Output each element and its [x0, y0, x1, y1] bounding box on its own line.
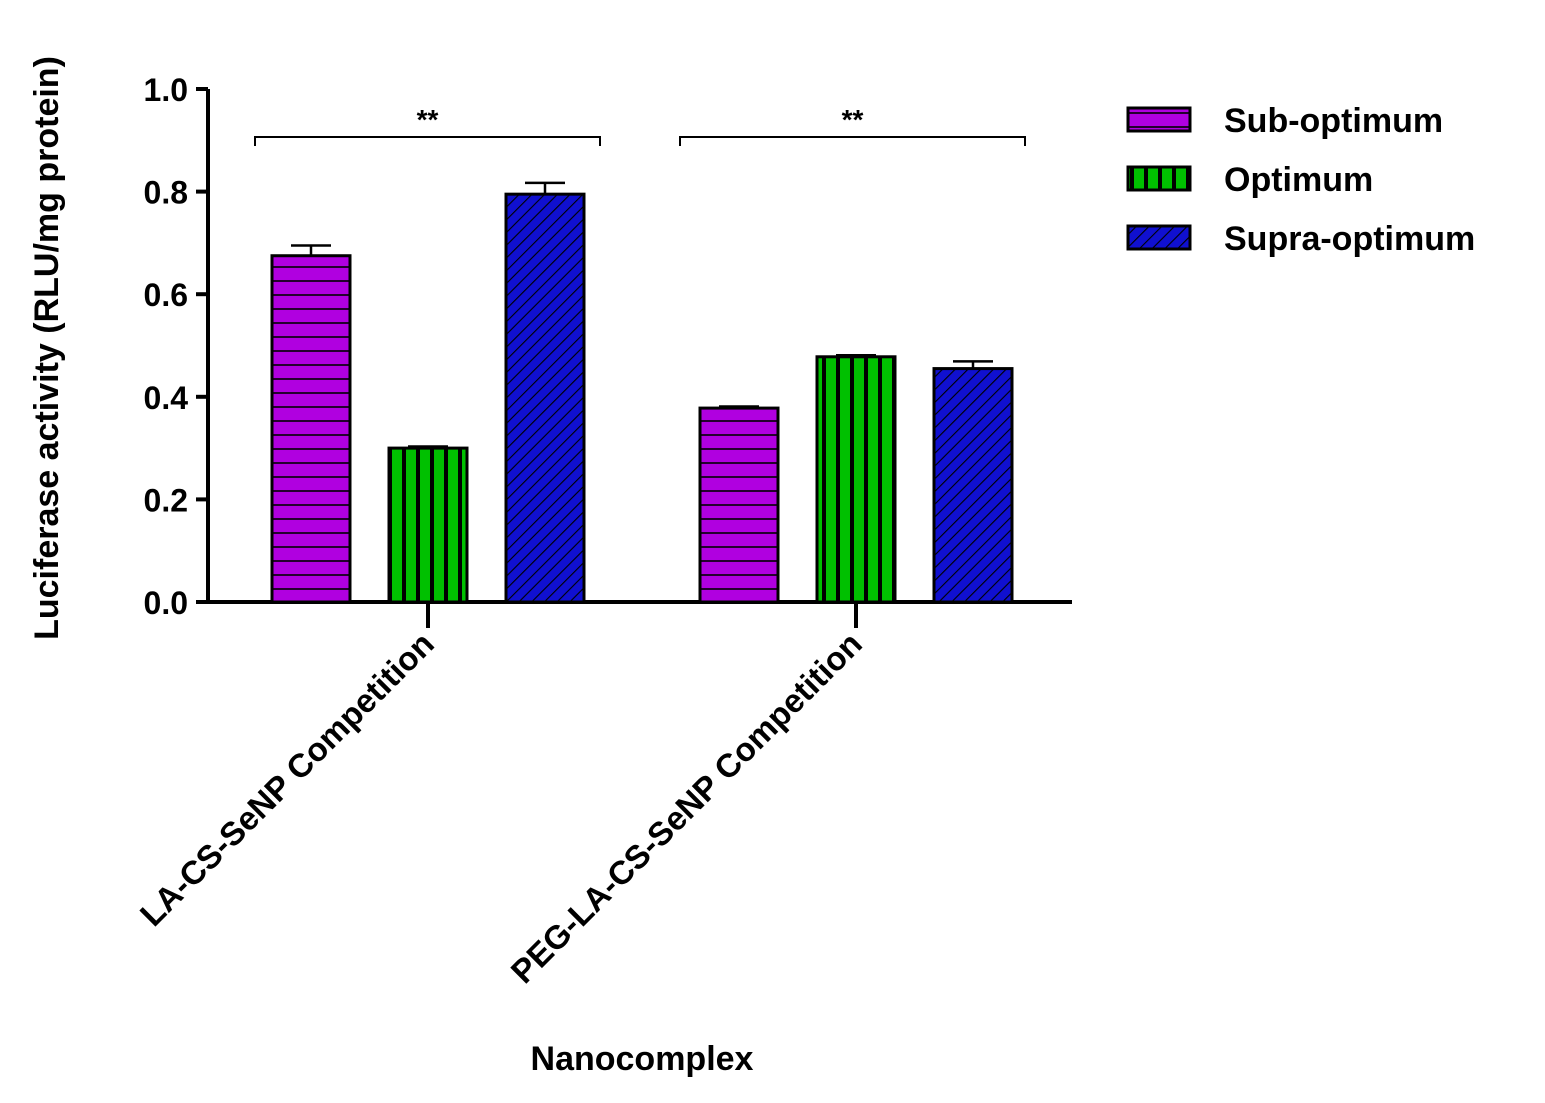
y-tick-label: 0.6: [144, 277, 188, 313]
y-tick-label: 1.0: [144, 72, 188, 108]
y-tick-label: 0.0: [144, 585, 188, 621]
x-tick-labels: LA-CS-SeNP Competition PEG-LA-CS-SeNP Com…: [133, 625, 869, 990]
error-bars-group: [291, 181, 993, 449]
y-tick-label: 0.4: [144, 380, 189, 416]
legend-label-supra-optimum: Supra-optimum: [1224, 220, 1475, 258]
significance-bracket: [679, 136, 1026, 146]
bar-optimum-2: [815, 355, 897, 604]
bar-supra-optimum-1: [504, 192, 586, 604]
significance-label: **: [417, 104, 439, 135]
bars-group: [270, 192, 1014, 604]
legend: Sub-optimum Optimum Supra-optimum: [1126, 102, 1475, 258]
bar-sub-optimum-1: [270, 254, 352, 604]
bar-sub-optimum-2: [698, 406, 780, 604]
x-tick-label: PEG-LA-CS-SeNP Competition: [504, 625, 869, 990]
y-tick-label: 0.8: [144, 175, 188, 211]
legend-swatch-optimum: [1126, 165, 1192, 192]
legend-label-optimum: Optimum: [1224, 161, 1373, 199]
y-axis-title: Luciferase activity (RLU/mg protein): [28, 56, 66, 640]
significance-annotations: ** **: [254, 104, 1026, 146]
significance-label: **: [842, 104, 864, 135]
legend-swatch-supra-optimum: [1126, 224, 1192, 251]
significance-bracket: [254, 136, 601, 146]
axes: 0.0 0.2 0.4 0.6 0.8 1.0: [144, 72, 1072, 628]
bar-supra-optimum-2: [932, 367, 1014, 604]
x-tick-label: LA-CS-SeNP Competition: [133, 625, 441, 933]
legend-label-sub-optimum: Sub-optimum: [1224, 102, 1443, 140]
x-axis-title: Nanocomplex: [531, 1040, 754, 1078]
y-tick-label: 0.2: [144, 482, 188, 518]
bar-optimum-1: [387, 446, 469, 604]
legend-swatch-sub-optimum: [1126, 106, 1192, 133]
